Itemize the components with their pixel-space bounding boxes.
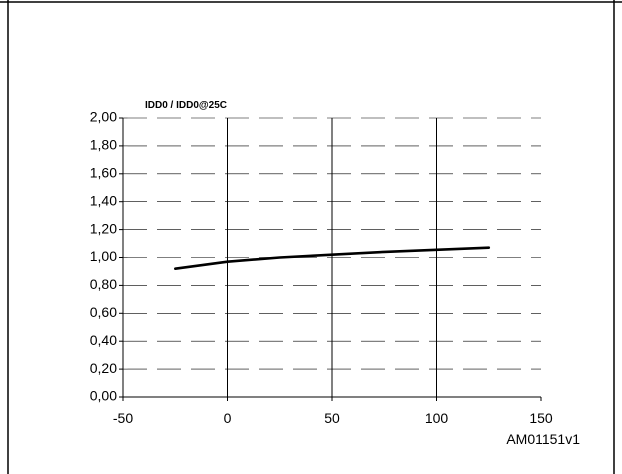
x-tick-label: 150 <box>529 410 553 426</box>
y-tick-label: 1,20 <box>90 220 117 236</box>
y-tick-label: 0,00 <box>90 388 117 404</box>
y-tick-label: 2,00 <box>90 109 117 125</box>
series-line <box>174 246 491 271</box>
series <box>174 246 491 271</box>
y-tick-label: 0,40 <box>90 332 117 348</box>
tick-labels: 0,00 0,20 0,40 0,60 0,80 1,00 1,20 1,40 1,60 1,80… <box>90 109 553 426</box>
x-tick-label: -50 <box>113 410 133 426</box>
chart-title: IDD0 / IDD0@25C <box>145 100 227 111</box>
y-tick-label: 1,00 <box>90 248 117 264</box>
y-tick-label: 1,40 <box>90 192 117 208</box>
axes <box>119 117 542 401</box>
x-tick-label: 100 <box>425 410 449 426</box>
y-tick-label: 1,80 <box>90 137 117 153</box>
y-tick-label: 0,60 <box>90 304 117 320</box>
x-tick-label: 50 <box>324 410 340 426</box>
figure-id: AM01151v1 <box>506 431 580 447</box>
y-tick-label: 0,80 <box>90 276 117 292</box>
y-tick-label: 1,60 <box>90 165 117 181</box>
x-tick-label: 0 <box>224 410 232 426</box>
y-tick-label: 0,20 <box>90 360 117 376</box>
grid <box>123 117 541 397</box>
